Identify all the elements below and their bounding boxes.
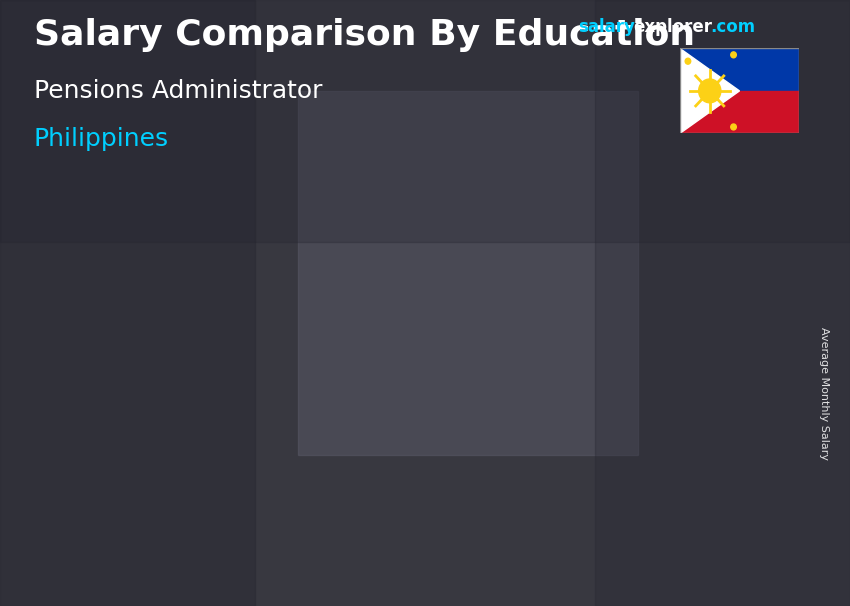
Circle shape xyxy=(731,124,736,130)
Text: Pensions Administrator: Pensions Administrator xyxy=(34,79,322,103)
Bar xyxy=(357,393,376,533)
Text: 46,500 PHP: 46,500 PHP xyxy=(643,241,738,259)
Bar xyxy=(640,266,722,277)
Text: 35,500 PHP: 35,500 PHP xyxy=(460,304,556,322)
Bar xyxy=(540,329,558,533)
Bar xyxy=(93,414,175,419)
Text: +45%: +45% xyxy=(367,271,466,301)
Polygon shape xyxy=(680,48,740,133)
Text: Philippines: Philippines xyxy=(34,127,169,152)
Bar xyxy=(722,266,740,533)
Bar xyxy=(457,329,558,533)
Circle shape xyxy=(685,58,691,64)
Circle shape xyxy=(699,79,721,103)
Bar xyxy=(175,414,193,533)
Circle shape xyxy=(731,52,736,58)
Bar xyxy=(680,48,799,91)
Text: explorer: explorer xyxy=(633,18,712,36)
Text: +31%: +31% xyxy=(550,200,649,229)
Bar xyxy=(457,329,540,338)
Bar xyxy=(640,266,740,533)
Bar xyxy=(298,91,638,454)
Text: 20,800 PHP: 20,800 PHP xyxy=(95,389,191,407)
Text: Salary Comparison By Education: Salary Comparison By Education xyxy=(34,18,695,52)
Bar xyxy=(275,393,376,533)
Text: salary: salary xyxy=(578,18,635,36)
Bar xyxy=(93,414,193,533)
Bar xyxy=(680,91,799,133)
Text: .com: .com xyxy=(710,18,755,36)
Bar xyxy=(0,0,255,606)
Text: +18%: +18% xyxy=(184,344,283,373)
Text: 24,500 PHP: 24,500 PHP xyxy=(277,368,373,385)
Bar xyxy=(0,0,850,242)
Bar xyxy=(595,0,850,606)
Text: Average Monthly Salary: Average Monthly Salary xyxy=(819,327,829,461)
Bar xyxy=(275,393,357,398)
